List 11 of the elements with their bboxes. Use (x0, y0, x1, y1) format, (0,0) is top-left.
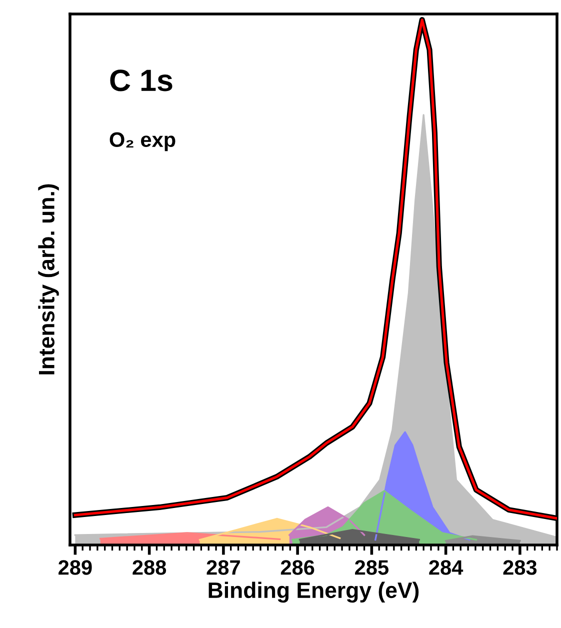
x-tick-label: 284 (429, 560, 464, 575)
x-tick-label: 289 (58, 560, 92, 575)
x-tick-label: 285 (355, 560, 388, 575)
x-axis-title: Binding Energy (eV) (208, 582, 419, 603)
annotation: O₂ exp (110, 132, 176, 152)
x-tick-label: 283 (503, 560, 537, 575)
x-tick-label: 287 (206, 560, 240, 575)
x-tick-label: 288 (132, 560, 166, 575)
annotation: C 1s (110, 70, 172, 92)
y-axis-title: Intensity (arb. un.) (38, 184, 59, 374)
x-tick-label: 286 (280, 560, 314, 575)
